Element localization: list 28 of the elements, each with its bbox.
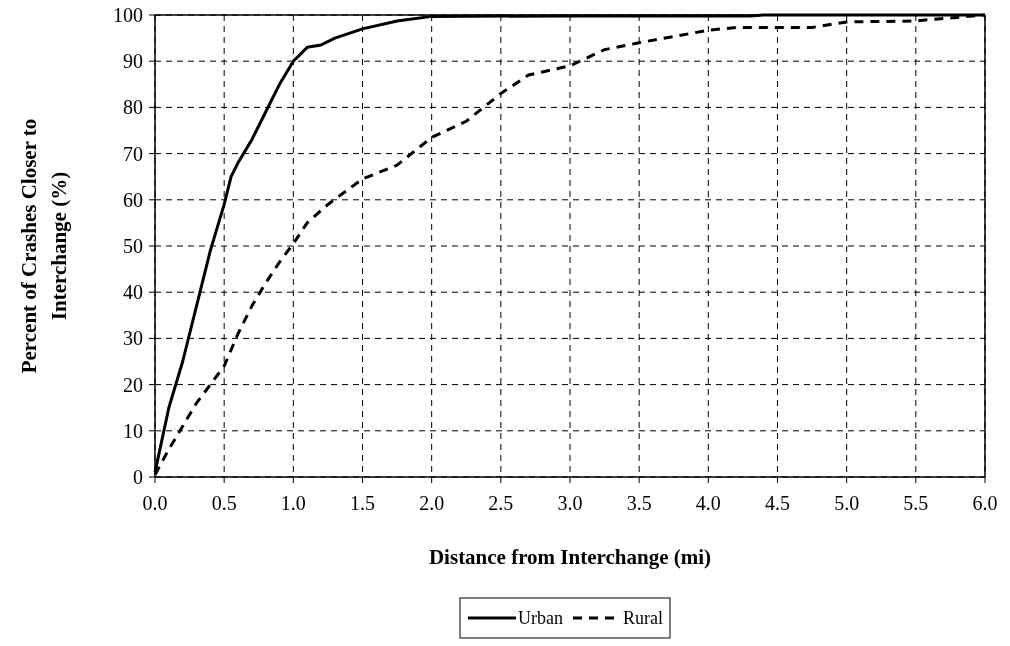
x-tick-label: 4.5	[765, 492, 790, 514]
legend-label: Rural	[623, 608, 663, 628]
y-tick-label: 40	[123, 281, 143, 304]
y-tick-label: 60	[123, 188, 143, 211]
x-tick-label: 3.0	[557, 492, 583, 514]
x-tick-label: 0.5	[211, 492, 237, 514]
x-tick-label: 2.0	[419, 492, 445, 514]
y-tick-label: 90	[123, 50, 143, 73]
y-tick-label: 70	[123, 142, 143, 165]
x-tick-label: 3.5	[626, 492, 652, 514]
y-tick-label: 30	[123, 327, 143, 350]
x-axis-title: Distance from Interchange (mi)	[428, 545, 712, 569]
y-tick-label: 0	[133, 466, 143, 488]
x-tick-label: 4.0	[695, 492, 721, 514]
x-tick-label: 0.0	[142, 492, 168, 514]
x-tick-label: 2.5	[488, 492, 514, 514]
y-axis-title: Percent of Crashes Closer to Interchange (%)	[17, 118, 71, 374]
x-tick-label: 1.5	[350, 492, 375, 514]
y-tick-label: 80	[123, 96, 143, 119]
x-tick-label: 5.0	[834, 492, 860, 514]
y-tick-label: 20	[123, 373, 143, 396]
y-tick-label: 10	[123, 419, 143, 442]
x-tick-label: 6.0	[972, 492, 998, 514]
legend-label: Urban	[518, 608, 563, 628]
x-tick-label: 5.5	[903, 492, 929, 514]
y-tick-label: 100	[113, 4, 143, 26]
y-tick-label: 50	[123, 235, 143, 257]
x-tick-label: 1.0	[280, 492, 306, 514]
